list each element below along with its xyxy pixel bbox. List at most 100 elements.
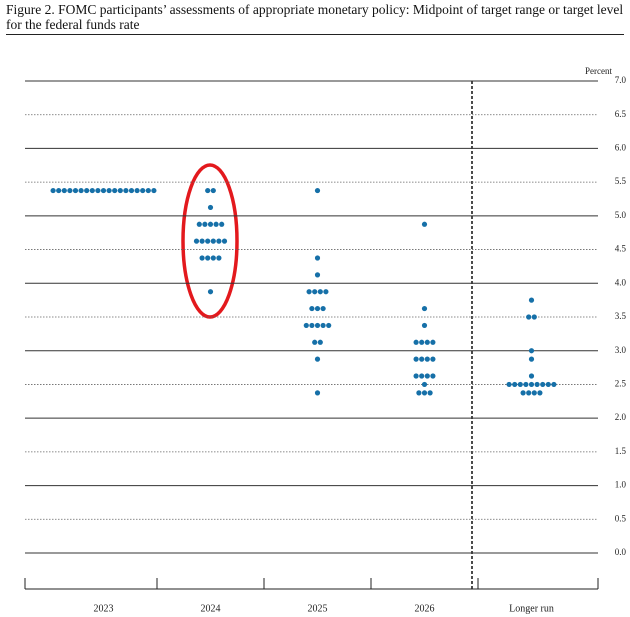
dot [123,187,129,194]
dot [528,297,535,303]
dot [303,322,309,329]
dot [326,322,332,329]
dot [512,381,518,388]
y-tick-label: 1.5 [615,446,627,456]
dot [312,289,318,295]
dot [424,373,430,379]
y-tick-label: 6.5 [615,109,627,119]
dot [84,187,90,194]
dot [320,305,326,312]
dot [309,322,315,329]
dot [89,187,95,194]
dot [100,187,107,194]
dot [506,381,512,388]
dot [416,390,422,396]
dot [430,373,436,379]
dot [413,356,419,362]
dot [117,187,123,194]
dot [207,289,214,295]
dot [199,255,205,261]
dot [221,238,228,244]
dot [210,255,216,261]
y-tick-label: 3.0 [615,345,627,355]
x-tick-label: 2024 [201,603,221,614]
x-tick-label: 2026 [415,603,435,614]
dot [202,221,208,227]
y-tick-label: 7.0 [615,75,627,85]
dot [309,305,315,312]
dot [419,373,425,379]
dot [427,390,433,396]
title-rule [6,34,624,35]
dot [317,339,323,345]
dot [419,356,425,362]
dot [421,381,428,388]
dot [306,289,312,295]
dot [210,187,216,194]
y-tick-label: 2.5 [615,378,627,388]
dot [210,238,216,244]
x-tick-label: 2023 [94,603,114,614]
dot [207,204,214,211]
dot [314,390,321,396]
y-tick-label: 0.5 [615,513,627,523]
dot [430,356,436,362]
dot [205,255,211,261]
dot [312,339,318,345]
y-tick-label: 6.0 [615,142,627,152]
dot [528,381,535,388]
dot [95,187,101,194]
x-tick-label: Longer run [509,603,554,614]
dot [72,187,79,194]
dot [216,255,222,261]
dot [314,187,321,194]
dot [216,238,222,244]
dot [551,381,557,388]
dot [151,187,157,194]
y-tick-label: 4.0 [615,277,627,287]
dot [528,356,535,362]
dot [199,238,205,244]
dot [219,221,225,227]
dot [314,322,321,329]
dot [50,187,56,194]
dot [526,390,532,396]
dot [537,390,543,396]
dot [531,314,537,320]
dot [528,373,535,379]
dot [528,348,535,354]
highlight-ellipse [181,163,239,319]
dot [140,187,146,194]
y-tick-label: 1.0 [615,480,627,490]
dot [421,221,428,227]
dot [145,187,151,194]
dot [134,187,140,194]
dot [205,238,211,244]
dot [196,221,202,227]
dot [213,221,219,227]
dot [207,221,214,227]
x-tick-label: 2025 [308,603,328,614]
dot [128,187,135,194]
y-tick-label: 4.5 [615,244,627,254]
dot [419,339,425,345]
dot [112,187,118,194]
dot [67,187,73,194]
dot [61,187,67,194]
dot [520,390,526,396]
dot [526,314,532,320]
dot [421,305,428,312]
dot [421,390,428,396]
dot [430,339,436,345]
dot [56,187,62,194]
y-tick-label: 3.5 [615,311,627,321]
dot [523,381,529,388]
dot [317,289,323,295]
dot [424,356,430,362]
chart-title: Figure 2. FOMC participants’ assessments… [6,2,624,32]
dot [540,381,546,388]
dot [545,381,551,388]
y-tick-label: 2.0 [615,412,627,422]
